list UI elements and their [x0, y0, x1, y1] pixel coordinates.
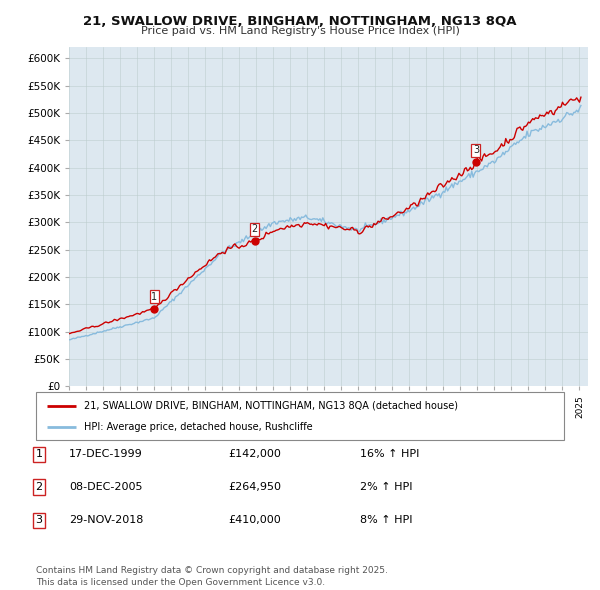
Text: 1: 1 [151, 291, 157, 301]
Text: 21, SWALLOW DRIVE, BINGHAM, NOTTINGHAM, NG13 8QA (detached house): 21, SWALLOW DRIVE, BINGHAM, NOTTINGHAM, … [83, 401, 458, 411]
Text: 17-DEC-1999: 17-DEC-1999 [69, 450, 143, 459]
Text: HPI: Average price, detached house, Rushcliffe: HPI: Average price, detached house, Rush… [83, 422, 312, 432]
Text: £264,950: £264,950 [228, 482, 281, 491]
Text: 29-NOV-2018: 29-NOV-2018 [69, 516, 143, 525]
Text: 3: 3 [473, 145, 479, 155]
Text: 3: 3 [35, 516, 43, 525]
Text: £410,000: £410,000 [228, 516, 281, 525]
Text: Contains HM Land Registry data © Crown copyright and database right 2025.
This d: Contains HM Land Registry data © Crown c… [36, 566, 388, 587]
Text: 8% ↑ HPI: 8% ↑ HPI [360, 516, 413, 525]
Text: Price paid vs. HM Land Registry's House Price Index (HPI): Price paid vs. HM Land Registry's House … [140, 26, 460, 36]
Text: 2: 2 [35, 482, 43, 491]
Text: 2: 2 [251, 224, 258, 234]
Text: 21, SWALLOW DRIVE, BINGHAM, NOTTINGHAM, NG13 8QA: 21, SWALLOW DRIVE, BINGHAM, NOTTINGHAM, … [83, 15, 517, 28]
Text: 16% ↑ HPI: 16% ↑ HPI [360, 450, 419, 459]
Text: 08-DEC-2005: 08-DEC-2005 [69, 482, 143, 491]
FancyBboxPatch shape [36, 392, 564, 440]
Text: 1: 1 [35, 450, 43, 459]
Text: £142,000: £142,000 [228, 450, 281, 459]
Text: 2% ↑ HPI: 2% ↑ HPI [360, 482, 413, 491]
